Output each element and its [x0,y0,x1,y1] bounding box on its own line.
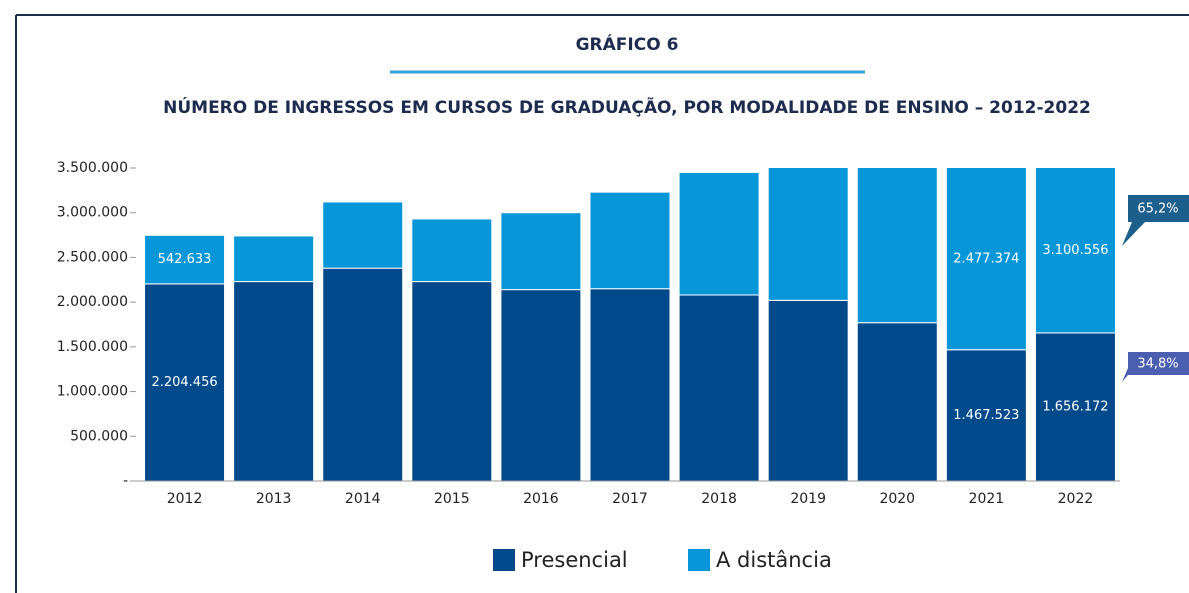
legend-label: Presencial [521,548,628,572]
bar-segment [500,212,582,291]
annotation: 65,2% [1137,202,1178,217]
x-tick-label: 2020 [879,491,915,507]
y-tick-label: 500.000 [70,428,128,444]
bar-segment [945,168,1027,351]
callout-box [1122,352,1189,382]
bar-segment [767,299,849,481]
y-tick-label: 2.000.000 [57,294,128,310]
bar-segment [500,289,582,481]
x-tick-label: 2014 [345,491,381,507]
value-label: 2.204.456 [151,375,217,390]
bar-segment [322,267,404,481]
bar-segment [233,281,315,481]
x-tick-label: 2021 [969,491,1005,507]
y-tick-label: 1.500.000 [57,339,128,355]
chart-title: GRÁFICO 6 [576,33,679,55]
x-tick-label: 2015 [434,491,470,507]
y-tick-label: - [123,473,128,489]
value-label: 1.467.523 [953,408,1019,423]
bar-segment [589,288,671,481]
y-tick-label: 1.000.000 [57,384,128,400]
bar-segment [767,168,849,301]
value-label: 2.477.374 [953,251,1019,266]
x-tick-label: 2018 [701,491,737,507]
x-tick-label: 2016 [523,491,559,507]
x-tick-label: 2017 [612,491,648,507]
bar-segment [589,191,671,290]
x-tick-label: 2012 [167,491,203,507]
x-tick-label: 2019 [790,491,826,507]
y-tick-label: 2.500.000 [57,249,128,265]
bar-segment [1034,332,1116,481]
bar-segment [678,171,760,296]
value-label: 1.656.172 [1042,399,1108,414]
annotation: 34,8% [1137,357,1178,372]
callout-box [1122,195,1189,246]
y-tick-label: 3.000.000 [57,205,128,221]
chart-subtitle: NÚMERO DE INGRESSOS EM CURSOS DE GRADUAÇ… [163,95,1091,118]
bar-segment [322,201,404,269]
legend-swatch [688,549,710,571]
value-label: 3.100.556 [1042,243,1108,258]
bar-segment [678,294,760,481]
bar-segment [233,235,315,283]
legend-label: A distância [716,548,832,572]
bar-segment [856,168,938,324]
bar-segment [945,349,1027,481]
bar-segment [856,322,938,481]
x-tick-label: 2013 [256,491,292,507]
value-label: 542.633 [158,252,212,267]
bar-segment [1034,168,1116,334]
y-tick-label: 3.500.000 [57,160,128,176]
bars [144,168,1116,481]
bar-segment [144,234,226,285]
bar-segment [411,218,493,283]
bar-segment [144,283,226,481]
legend-swatch [493,549,515,571]
bar-segment [411,281,493,481]
x-tick-label: 2022 [1058,491,1094,507]
